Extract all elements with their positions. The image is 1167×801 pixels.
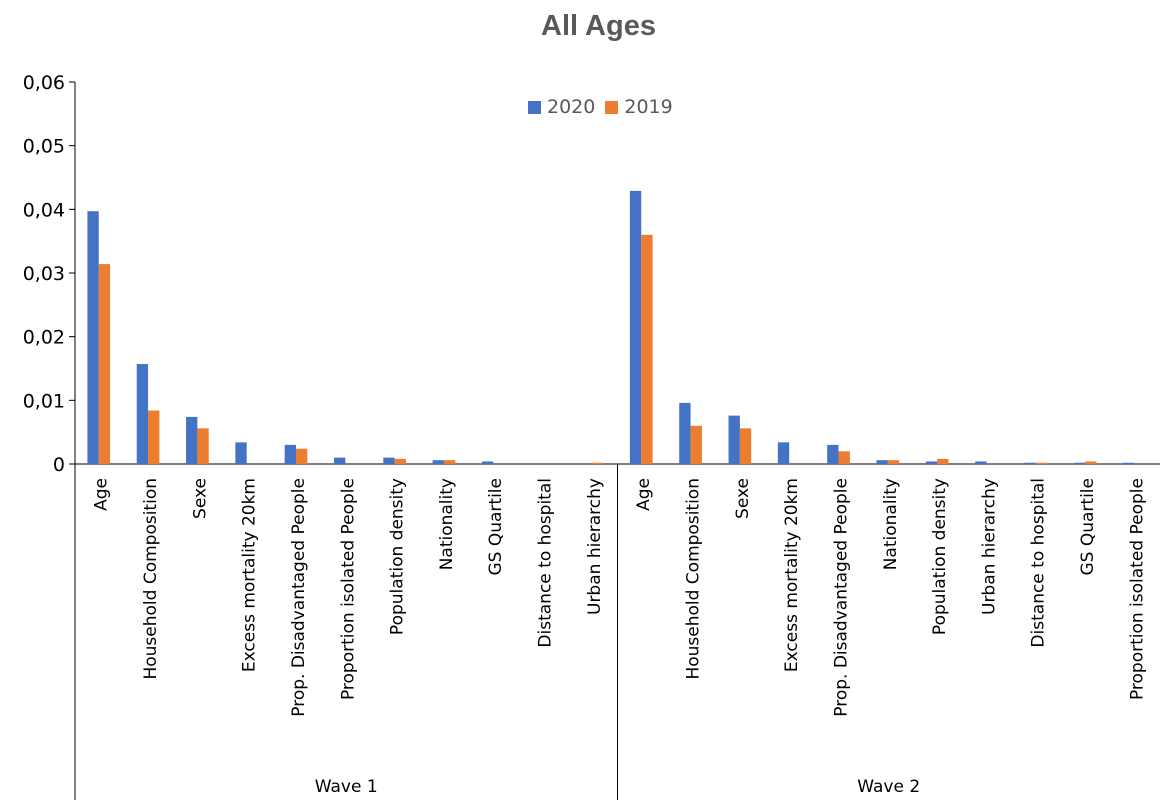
legend-label-2020: 2020 (547, 96, 596, 118)
bar-2020 (777, 442, 790, 464)
y-tick-label: 0,02 (23, 327, 65, 349)
bar-2020 (679, 402, 691, 464)
legend-swatch-2020 (528, 100, 541, 114)
x-category-label: Prop. Disadvantaged People (831, 478, 851, 717)
x-category-label: Sexe (733, 478, 753, 519)
x-category-label: Sexe (190, 478, 210, 519)
bar-2020 (629, 190, 642, 464)
legend-label-2019: 2019 (624, 96, 673, 118)
y-tick-label: 0,05 (23, 136, 65, 158)
x-category-label: Nationality (881, 478, 901, 570)
x-category-label: Household Composition (141, 478, 161, 680)
x-category-label: Urban hierarchy (979, 478, 999, 615)
bar-2020 (186, 416, 198, 464)
bar-2019 (641, 234, 653, 464)
legend-item-2019: 2019 (605, 96, 673, 118)
bar-2020 (333, 457, 346, 464)
bar-2019 (690, 425, 702, 464)
y-tick-label: 0,03 (23, 263, 65, 285)
bar-2020 (827, 444, 839, 464)
bar-2019 (591, 462, 604, 464)
bar-2020 (383, 457, 395, 464)
x-category-label: Population density (930, 478, 950, 635)
y-tick-label: 0,06 (23, 72, 65, 94)
bar-2019 (1035, 462, 1048, 464)
x-category-label: Proportion isolated People (338, 478, 358, 700)
x-category-label: Nationality (437, 478, 457, 570)
bar-2019 (98, 264, 111, 464)
bar-2019 (148, 410, 160, 464)
bar-2019 (838, 451, 850, 464)
chart-title: All Ages (541, 10, 656, 42)
x-category-label: GS Quartile (1078, 478, 1098, 576)
bar-2020 (87, 211, 99, 464)
y-tick-label: 0 (53, 454, 65, 476)
bar-2020 (432, 460, 444, 464)
bar-2019 (1085, 461, 1097, 464)
x-category-label: Excess mortality 20km (782, 478, 802, 672)
x-category-label: Age (634, 478, 654, 511)
x-category-label: Proportion isolated People (1127, 478, 1147, 700)
y-tick-label: 0,01 (23, 390, 65, 412)
x-category-label: Age (92, 478, 112, 511)
bar-2019 (443, 460, 456, 464)
x-category-label: Urban hierarchy (585, 478, 605, 615)
bar-2020 (876, 460, 888, 464)
x-category-label: Excess mortality 20km (240, 478, 260, 672)
x-category-label: Population density (388, 478, 408, 635)
bar-2019 (739, 428, 752, 464)
legend-swatch-2019 (605, 100, 619, 114)
bar-2020 (1073, 462, 1086, 464)
bar-2019 (394, 458, 407, 464)
bar-2019 (937, 458, 949, 464)
chart-legend: 2020 2019 (528, 96, 683, 118)
legend-item-2020: 2020 (528, 96, 595, 118)
bar-2020 (136, 364, 149, 464)
x-category-label: Distance to hospital (1029, 478, 1049, 648)
x-category-label: Distance to hospital (536, 478, 556, 648)
x-category-label: Household Composition (683, 478, 703, 680)
group-label: Wave 2 (857, 777, 920, 797)
bar-2020 (1123, 462, 1135, 464)
x-category-label: GS Quartile (486, 478, 506, 576)
bar-2020 (975, 461, 987, 464)
bar-2020 (1024, 462, 1036, 464)
y-tick-label: 0,04 (23, 199, 65, 221)
bar-2020 (481, 461, 494, 464)
group-label: Wave 1 (315, 777, 378, 797)
bar-2020 (284, 444, 297, 464)
bar-2019 (197, 428, 209, 464)
bar-2020 (925, 461, 938, 464)
x-category-label: Prop. Disadvantaged People (289, 478, 309, 717)
bar-2020 (235, 442, 247, 464)
bar-2019 (887, 460, 900, 464)
bar-2019 (296, 448, 308, 464)
bar-2020 (728, 415, 740, 464)
